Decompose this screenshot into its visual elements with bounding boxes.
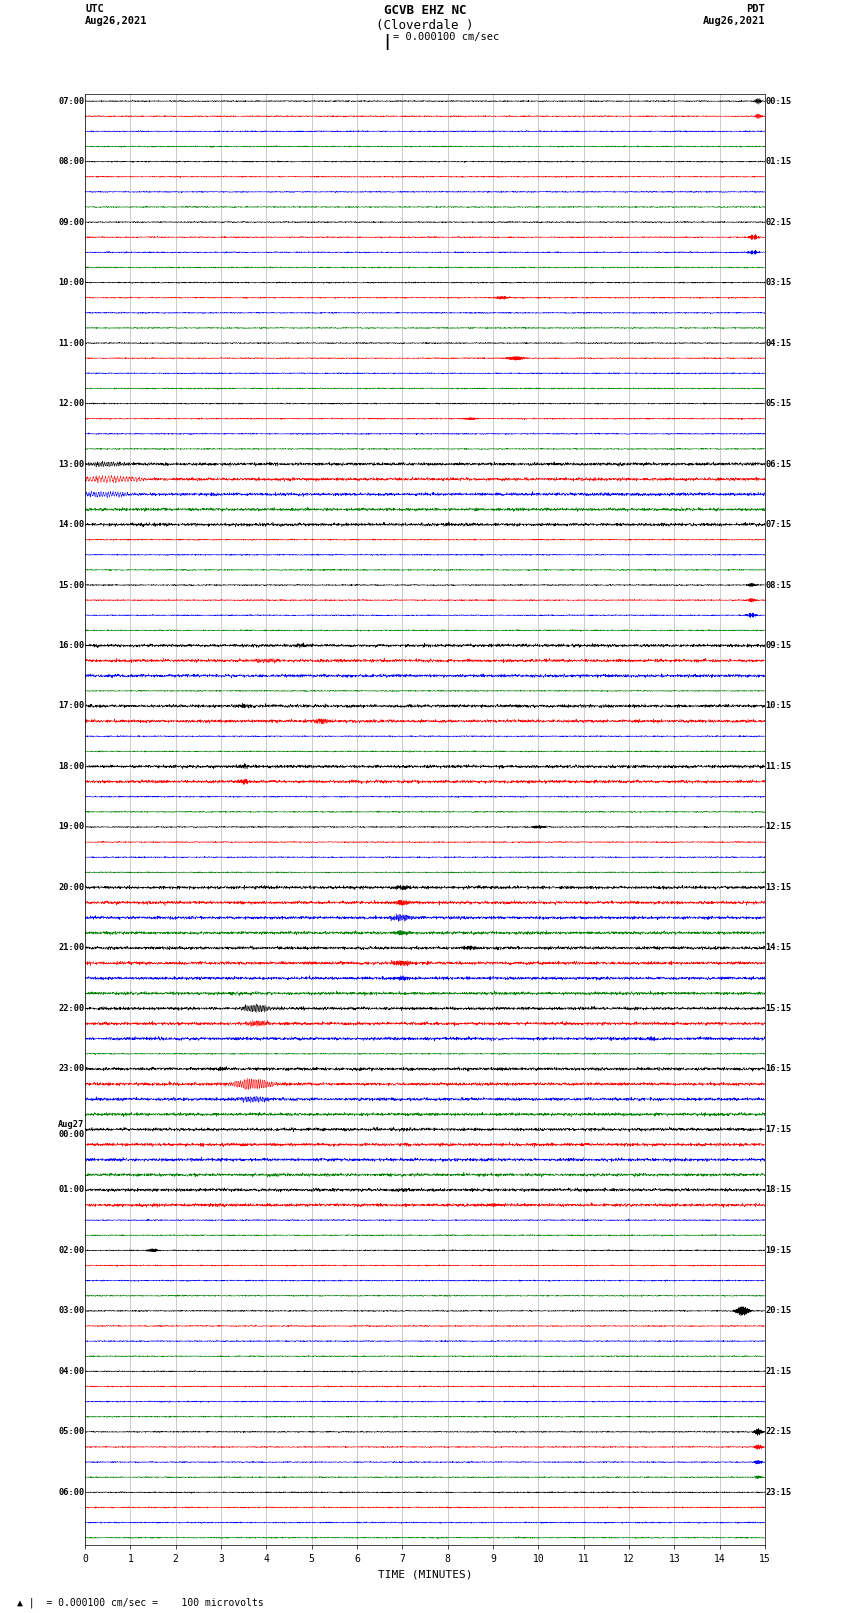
Text: 23:15: 23:15: [766, 1487, 792, 1497]
Text: 19:15: 19:15: [766, 1245, 792, 1255]
Text: 00:15: 00:15: [766, 97, 792, 105]
Text: 12:15: 12:15: [766, 823, 792, 831]
Text: 16:00: 16:00: [58, 640, 84, 650]
Text: 21:15: 21:15: [766, 1366, 792, 1376]
Text: 05:15: 05:15: [766, 398, 792, 408]
Text: 02:00: 02:00: [58, 1245, 84, 1255]
X-axis label: TIME (MINUTES): TIME (MINUTES): [377, 1569, 473, 1579]
Text: 06:00: 06:00: [58, 1487, 84, 1497]
Text: 03:15: 03:15: [766, 277, 792, 287]
Text: 03:00: 03:00: [58, 1307, 84, 1315]
Text: 11:15: 11:15: [766, 761, 792, 771]
Text: 14:15: 14:15: [766, 944, 792, 952]
Text: 15:15: 15:15: [766, 1003, 792, 1013]
Text: UTC: UTC: [85, 5, 104, 15]
Text: 07:15: 07:15: [766, 519, 792, 529]
Text: Aug26,2021: Aug26,2021: [702, 16, 765, 26]
Text: 23:00: 23:00: [58, 1065, 84, 1073]
Text: 09:15: 09:15: [766, 640, 792, 650]
Text: 05:00: 05:00: [58, 1428, 84, 1436]
Text: Aug27
00:00: Aug27 00:00: [58, 1119, 84, 1139]
Text: 14:00: 14:00: [58, 519, 84, 529]
Text: Aug26,2021: Aug26,2021: [85, 16, 148, 26]
Text: 12:00: 12:00: [58, 398, 84, 408]
Text: 08:15: 08:15: [766, 581, 792, 589]
Text: 11:00: 11:00: [58, 339, 84, 347]
Text: 18:15: 18:15: [766, 1186, 792, 1194]
Text: 02:15: 02:15: [766, 218, 792, 226]
Text: 16:15: 16:15: [766, 1065, 792, 1073]
Text: 13:00: 13:00: [58, 460, 84, 468]
Text: 15:00: 15:00: [58, 581, 84, 589]
Text: 07:00: 07:00: [58, 97, 84, 105]
Text: 22:15: 22:15: [766, 1428, 792, 1436]
Text: 13:15: 13:15: [766, 882, 792, 892]
Text: 18:00: 18:00: [58, 761, 84, 771]
Text: |: |: [382, 34, 391, 50]
Text: 19:00: 19:00: [58, 823, 84, 831]
Text: PDT: PDT: [746, 5, 765, 15]
Text: (Cloverdale ): (Cloverdale ): [377, 19, 473, 32]
Text: 17:15: 17:15: [766, 1124, 792, 1134]
Text: 04:15: 04:15: [766, 339, 792, 347]
Text: 01:15: 01:15: [766, 156, 792, 166]
Text: GCVB EHZ NC: GCVB EHZ NC: [383, 5, 467, 18]
Text: 04:00: 04:00: [58, 1366, 84, 1376]
Text: 08:00: 08:00: [58, 156, 84, 166]
Text: 22:00: 22:00: [58, 1003, 84, 1013]
Text: 20:15: 20:15: [766, 1307, 792, 1315]
Text: 06:15: 06:15: [766, 460, 792, 468]
Text: 21:00: 21:00: [58, 944, 84, 952]
Text: 17:00: 17:00: [58, 702, 84, 710]
Text: = 0.000100 cm/sec: = 0.000100 cm/sec: [393, 32, 499, 42]
Text: 20:00: 20:00: [58, 882, 84, 892]
Text: 01:00: 01:00: [58, 1186, 84, 1194]
Text: ▲ |  = 0.000100 cm/sec =    100 microvolts: ▲ | = 0.000100 cm/sec = 100 microvolts: [17, 1597, 264, 1608]
Text: 10:15: 10:15: [766, 702, 792, 710]
Text: 10:00: 10:00: [58, 277, 84, 287]
Text: 09:00: 09:00: [58, 218, 84, 226]
